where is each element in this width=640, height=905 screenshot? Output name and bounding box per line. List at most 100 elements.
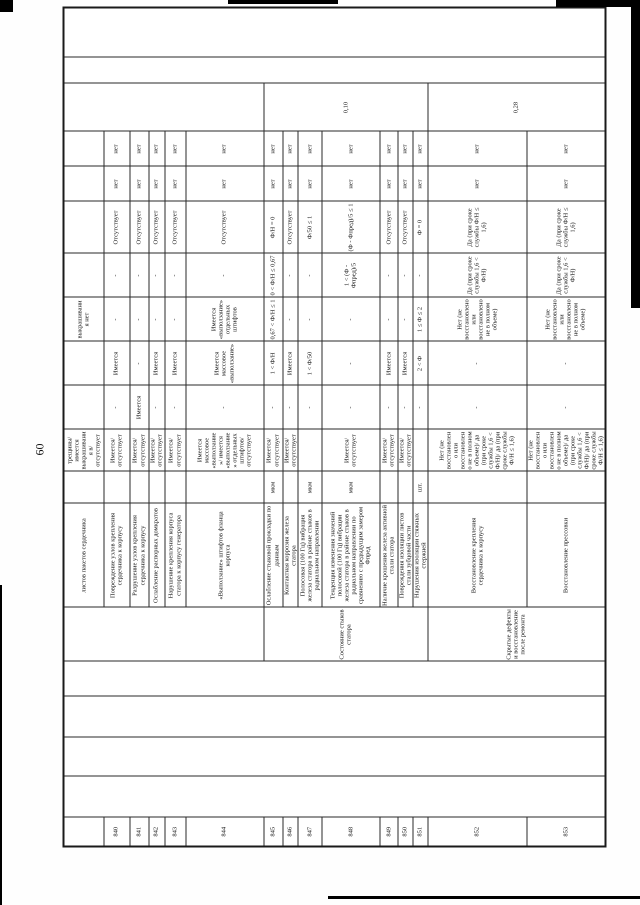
cell-row-number: 843	[164, 817, 185, 846]
cell-empty-col5	[63, 57, 605, 83]
cell-unit	[164, 471, 185, 503]
cell-flag-net-2: нет	[427, 131, 527, 166]
cell-unit: мкм	[321, 471, 380, 503]
cell-criterion-1: Ф = 0	[412, 201, 428, 253]
cell-flag-net-1: нет	[129, 166, 148, 201]
cell-criterion-3: -	[297, 297, 322, 341]
cell-row-number: 845	[263, 817, 282, 846]
cell-criterion-3: 0,67 < Ф/Н ≤ 1	[263, 297, 282, 341]
cell-empty-col4	[63, 661, 605, 696]
cell-empty-col3	[63, 696, 605, 737]
cell-criterion-3: -	[164, 297, 185, 341]
cell-unit	[63, 471, 103, 503]
cell-criterion-1: Да (при сроке службы Ф/Н ≤ 1,6)	[427, 201, 527, 253]
cell-criterion-4: -	[129, 341, 148, 385]
cell-row-number: 853	[526, 817, 605, 846]
cell-unit: шт.	[412, 471, 428, 503]
cell-flag-net-1: нет	[397, 166, 413, 201]
cell-unit	[148, 471, 164, 503]
cell-criterion-5: -	[412, 385, 428, 429]
cell-criterion-1: Отсутствует	[164, 201, 185, 253]
cell-defect-description: Восстановление крепления сердечника к ко…	[427, 503, 527, 607]
cell-criterion-4: Имеется	[282, 341, 298, 385]
cell-unit: мкм	[297, 471, 322, 503]
cell-flag-net-2: нет	[297, 131, 322, 166]
scan-artifact-top-mid	[228, 0, 338, 4]
cell-unit	[379, 471, 398, 503]
cell-defect-description: Нарушение крепления корпуса статора к ко…	[164, 503, 185, 607]
cell-unit	[129, 471, 148, 503]
cell-defect-description: Ослабление стыковой прокладки по данным	[263, 503, 282, 607]
cell-row-number: 842	[148, 817, 164, 846]
cell-flag-net-2: нет	[282, 131, 298, 166]
cell-flag-net-1	[63, 166, 103, 201]
cell-flag-net-1: нет	[164, 166, 185, 201]
page-number: 60	[32, 443, 47, 456]
cell-flag-net-1: нет	[297, 166, 322, 201]
cell-defect-description: Восстановление прессовки	[526, 503, 605, 607]
cell-flag-net-1: нет	[103, 166, 129, 201]
cell-row-number: 847	[297, 817, 322, 846]
cell-flag-net-2: нет	[148, 131, 164, 166]
cell-criterion-4: Имеется	[397, 341, 413, 385]
cell-defect-description: Контактная коррозия железа статора	[282, 503, 298, 607]
cell-criterion-4: Имеется	[164, 341, 185, 385]
defect-evaluation-table: листов пакетов сердечника трещины/ имеетс…	[62, 6, 606, 847]
cell-criterion-4: 1 < Ф/50	[297, 341, 322, 385]
cell-flag-net-1: нет	[379, 166, 398, 201]
cell-criterion-5: -	[526, 385, 605, 429]
cell-defect-description: «Выползание» штифтов фланца корпуса	[185, 503, 263, 607]
cell-defect-description: Нарушения изоляции стяжных стержней	[412, 503, 428, 607]
scan-artifact-left-line	[0, 585, 2, 905]
cell-criterion-4: Имеется	[379, 341, 398, 385]
cell-detection-method: Имеется/ отсутствует	[148, 429, 164, 471]
cell-detection-method: Имеется/ отсутствует	[164, 429, 185, 471]
table-row-cont: листов пакетов сердечника трещины/ имеетс…	[63, 7, 605, 846]
cell-detection-method	[412, 429, 428, 471]
cell-node-name	[63, 607, 263, 661]
cell-unit	[526, 471, 605, 503]
cell-unit	[427, 471, 527, 503]
cell-criterion-4: Имеется	[103, 341, 129, 385]
cell-criterion-5: -	[321, 385, 380, 429]
cell-defect-description: листов пакетов сердечника	[63, 503, 103, 607]
cell-detection-method: Нет (не восстановлено или восстановлено …	[427, 429, 527, 471]
cell-detection-method: Имеется/ отсутствует	[282, 429, 298, 471]
cell-defect-description: Повреждения изоляции листов стали зубцов…	[397, 503, 413, 607]
cell-criterion-4	[63, 341, 103, 385]
cell-criterion-1: Отсутствует	[379, 201, 398, 253]
cell-flag-net-2: нет	[379, 131, 398, 166]
cell-detection-method: Имеется/ отсутствует	[263, 429, 282, 471]
cell-criterion-4: 1 < Ф/Н	[263, 341, 282, 385]
cell-flag-net-2: нет	[103, 131, 129, 166]
cell-criterion-2: -	[129, 253, 148, 297]
cell-criterion-1: Отсутствует	[397, 201, 413, 253]
cell-weight-coefficient: 0,10	[263, 83, 428, 131]
cell-flag-net-2: нет	[129, 131, 148, 166]
cell-defect-description: Полосовая (100 Гц) вибрация железа стато…	[297, 503, 322, 607]
cell-criterion-5: -	[185, 385, 263, 429]
cell-criterion-2: Да (при сроке службы 1,6 < Ф/Н)	[526, 253, 605, 297]
cell-defect-description: Разрушение узлов крепления сердечника к …	[129, 503, 148, 607]
cell-criterion-4: -	[321, 341, 380, 385]
cell-criterion-3: Нет (не восстановлено или восстановлено …	[526, 297, 605, 341]
cell-unit	[185, 471, 263, 503]
scan-artifact-top-right	[556, 0, 640, 7]
cell-criterion-1	[63, 201, 103, 253]
cell-criterion-3: -	[397, 297, 413, 341]
cell-criterion-2: -	[397, 253, 413, 297]
cell-flag-net-2: нет	[526, 131, 605, 166]
cell-row-number: 841	[129, 817, 148, 846]
cell-criterion-3: -	[379, 297, 398, 341]
cell-criterion-1: Отсутствует	[129, 201, 148, 253]
cell-criterion-3: 1 ≤ Ф ≤ 2	[412, 297, 428, 341]
cell-row-number: 840	[103, 817, 129, 846]
cell-empty-col2	[63, 737, 605, 776]
cell-flag-net-1: нет	[148, 166, 164, 201]
cell-flag-net-1: нет	[412, 166, 428, 201]
cell-criterion-2: -	[164, 253, 185, 297]
cell-criterion-3: -	[103, 297, 129, 341]
cell-criterion-1: Ф/50 ≤ 1	[297, 201, 322, 253]
cell-criterion-1: (Ф - Фпред)/5 ≤ 1	[321, 201, 380, 253]
cell-criterion-2: -	[379, 253, 398, 297]
